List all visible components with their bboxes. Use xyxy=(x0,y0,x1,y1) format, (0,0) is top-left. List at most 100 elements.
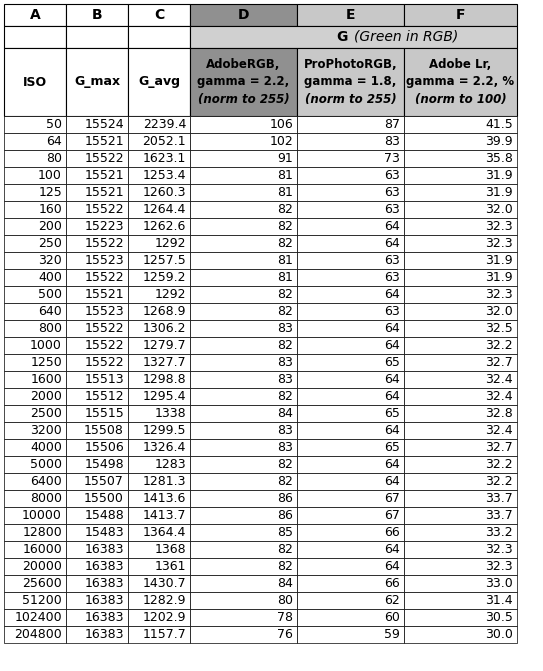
Text: 82: 82 xyxy=(277,475,293,488)
Text: 64: 64 xyxy=(384,458,400,471)
Text: 78: 78 xyxy=(277,611,293,624)
Text: 1292: 1292 xyxy=(155,288,186,301)
Text: 31.9: 31.9 xyxy=(485,254,513,267)
Bar xyxy=(66,558,128,575)
Text: 250: 250 xyxy=(38,237,62,250)
Text: 82: 82 xyxy=(277,220,293,233)
Bar xyxy=(190,218,297,235)
Bar xyxy=(66,303,128,320)
Bar xyxy=(4,439,66,456)
Text: 64: 64 xyxy=(384,560,400,573)
Text: 1282.9: 1282.9 xyxy=(142,594,186,607)
Bar xyxy=(297,558,404,575)
Bar xyxy=(190,439,297,456)
Text: 15524: 15524 xyxy=(84,118,124,131)
Text: 41.5: 41.5 xyxy=(485,118,513,131)
Text: 82: 82 xyxy=(277,390,293,403)
Bar xyxy=(128,150,190,167)
Bar xyxy=(404,235,517,252)
Text: 83: 83 xyxy=(384,135,400,148)
Bar xyxy=(128,133,190,150)
Text: 15523: 15523 xyxy=(84,305,124,318)
Bar xyxy=(4,184,66,201)
Bar xyxy=(404,626,517,643)
Bar xyxy=(190,252,297,269)
Text: 73: 73 xyxy=(384,152,400,165)
Bar xyxy=(66,201,128,218)
Text: 64: 64 xyxy=(384,339,400,352)
Text: 1298.8: 1298.8 xyxy=(142,373,186,386)
Bar xyxy=(4,252,66,269)
Text: 33.2: 33.2 xyxy=(485,526,513,539)
Bar xyxy=(4,541,66,558)
Bar xyxy=(404,150,517,167)
Bar xyxy=(297,609,404,626)
Bar xyxy=(190,507,297,524)
Bar xyxy=(4,150,66,167)
Text: 63: 63 xyxy=(384,271,400,284)
Bar xyxy=(404,524,517,541)
Text: F: F xyxy=(456,8,465,22)
Bar xyxy=(404,184,517,201)
Bar xyxy=(404,337,517,354)
Text: 81: 81 xyxy=(277,271,293,284)
Text: 16383: 16383 xyxy=(85,577,124,590)
Bar xyxy=(297,422,404,439)
Text: 64: 64 xyxy=(384,288,400,301)
Bar xyxy=(297,303,404,320)
Text: G: G xyxy=(337,30,353,44)
Bar xyxy=(297,235,404,252)
Text: 91: 91 xyxy=(277,152,293,165)
Bar xyxy=(404,48,517,116)
Bar xyxy=(190,388,297,405)
Bar xyxy=(404,303,517,320)
Text: 204800: 204800 xyxy=(14,628,62,641)
Bar xyxy=(190,150,297,167)
Text: gamma = 1.8,: gamma = 1.8, xyxy=(304,76,397,89)
Bar xyxy=(404,609,517,626)
Text: 85: 85 xyxy=(277,526,293,539)
Bar xyxy=(404,252,517,269)
Bar xyxy=(297,150,404,167)
Text: 63: 63 xyxy=(384,203,400,216)
Text: 63: 63 xyxy=(384,186,400,199)
Bar xyxy=(297,371,404,388)
Text: 15521: 15521 xyxy=(84,186,124,199)
Text: 1259.2: 1259.2 xyxy=(142,271,186,284)
Bar xyxy=(66,371,128,388)
Bar xyxy=(66,609,128,626)
Text: 1262.6: 1262.6 xyxy=(143,220,186,233)
Bar xyxy=(128,218,190,235)
Bar xyxy=(297,48,404,116)
Text: 1600: 1600 xyxy=(30,373,62,386)
Bar xyxy=(66,541,128,558)
Bar xyxy=(190,490,297,507)
Text: 16383: 16383 xyxy=(85,594,124,607)
Bar xyxy=(66,490,128,507)
Text: 32.3: 32.3 xyxy=(485,220,513,233)
Bar xyxy=(128,609,190,626)
Bar xyxy=(190,4,297,26)
Text: 39.9: 39.9 xyxy=(485,135,513,148)
Bar xyxy=(66,252,128,269)
Bar xyxy=(66,524,128,541)
Bar xyxy=(66,439,128,456)
Bar xyxy=(190,592,297,609)
Bar xyxy=(404,269,517,286)
Text: 32.2: 32.2 xyxy=(485,475,513,488)
Text: 15522: 15522 xyxy=(84,356,124,369)
Bar xyxy=(128,371,190,388)
Text: G_max: G_max xyxy=(74,76,120,89)
Text: G_avg: G_avg xyxy=(138,76,180,89)
Text: gamma = 2.2, %: gamma = 2.2, % xyxy=(407,76,515,89)
Bar xyxy=(128,4,190,26)
Text: 1368: 1368 xyxy=(154,543,186,556)
Bar xyxy=(297,354,404,371)
Bar xyxy=(66,473,128,490)
Text: 67: 67 xyxy=(384,509,400,522)
Text: 8000: 8000 xyxy=(30,492,62,505)
Bar xyxy=(404,490,517,507)
Text: 1413.6: 1413.6 xyxy=(143,492,186,505)
Text: 66: 66 xyxy=(384,577,400,590)
Bar xyxy=(66,150,128,167)
